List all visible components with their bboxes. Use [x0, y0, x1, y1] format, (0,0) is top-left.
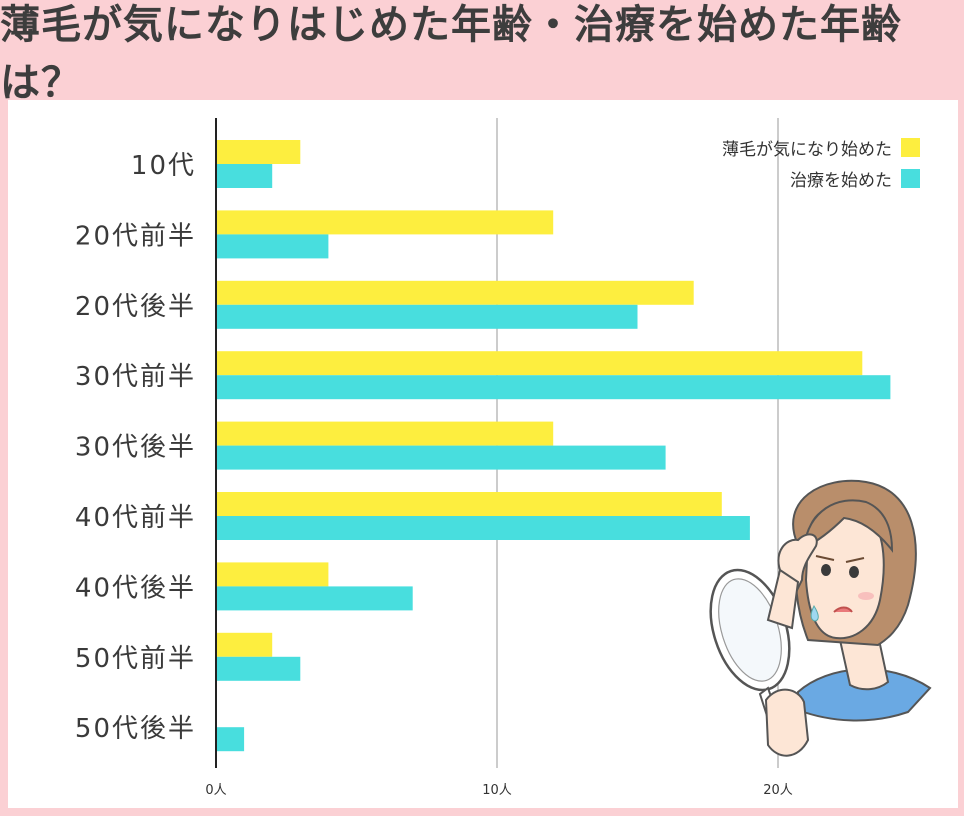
category-label: 40代後半 — [75, 573, 196, 603]
category-label: 50代後半 — [75, 714, 196, 744]
legend-swatch — [901, 138, 920, 157]
bar-treatment — [216, 234, 329, 259]
category-label: 30代後半 — [75, 433, 196, 463]
hair-fringe — [802, 499, 894, 553]
bar-noticed — [216, 492, 722, 516]
bar-noticed — [216, 632, 273, 657]
right-brow — [845, 557, 865, 563]
arm-raised — [766, 568, 800, 630]
x-tick-labels: 0人 10人 20人 — [205, 783, 792, 798]
mouth — [833, 606, 853, 613]
bar-treatment — [216, 656, 301, 681]
blush — [858, 592, 874, 600]
bar-noticed — [216, 140, 301, 164]
neck — [838, 633, 890, 691]
bar-noticed — [216, 421, 554, 446]
hand-holding-mirror — [764, 688, 810, 757]
category-label: 30代前半 — [75, 362, 196, 392]
bar-treatment — [216, 586, 413, 611]
left-brow — [815, 555, 835, 561]
x-tick-label: 10人 — [482, 783, 512, 798]
woman-with-mirror-illustration — [709, 479, 932, 757]
bar-treatment — [216, 445, 666, 470]
bar-treatment — [216, 304, 638, 329]
chart-panel: 10代 20代前半 20代後半 30代前半 30代後半 40代前半 40代後半 50代前半 50… — [8, 100, 958, 808]
bar-noticed — [216, 562, 329, 587]
legend-swatch — [901, 169, 920, 188]
legend-label: 薄毛が気になり始めた — [722, 140, 892, 160]
legend-label: 治療を始めた — [790, 171, 892, 191]
bar-treatment — [216, 164, 273, 188]
right-eye — [849, 566, 859, 578]
category-label: 10代 — [131, 151, 196, 181]
bar-chart: 10代 20代前半 20代後半 30代前半 30代後半 40代前半 40代後半 50代前半 50… — [75, 118, 932, 798]
category-label: 40代前半 — [75, 503, 196, 533]
left-eye — [821, 564, 831, 576]
category-label: 20代前半 — [75, 221, 196, 251]
x-tick-label: 0人 — [205, 783, 226, 798]
chart-title: 薄毛が気になりはじめた年齢・治療を始めた年齢は？ — [0, 2, 902, 106]
category-label: 20代後半 — [75, 292, 196, 322]
category-labels: 10代 20代前半 20代後半 30代前半 30代後半 40代前半 40代後半 50代前半 50… — [75, 151, 196, 744]
shirt — [797, 668, 932, 722]
sweat-drop — [810, 604, 819, 622]
category-label: 50代前半 — [75, 644, 196, 674]
x-tick-label: 20人 — [763, 783, 793, 798]
bar-treatment — [216, 727, 245, 752]
bar-treatment — [216, 375, 891, 400]
bar-noticed — [216, 280, 694, 305]
bar-noticed — [216, 351, 863, 376]
bar-noticed — [216, 210, 554, 235]
bar-treatment — [216, 516, 750, 540]
bars — [216, 140, 891, 752]
